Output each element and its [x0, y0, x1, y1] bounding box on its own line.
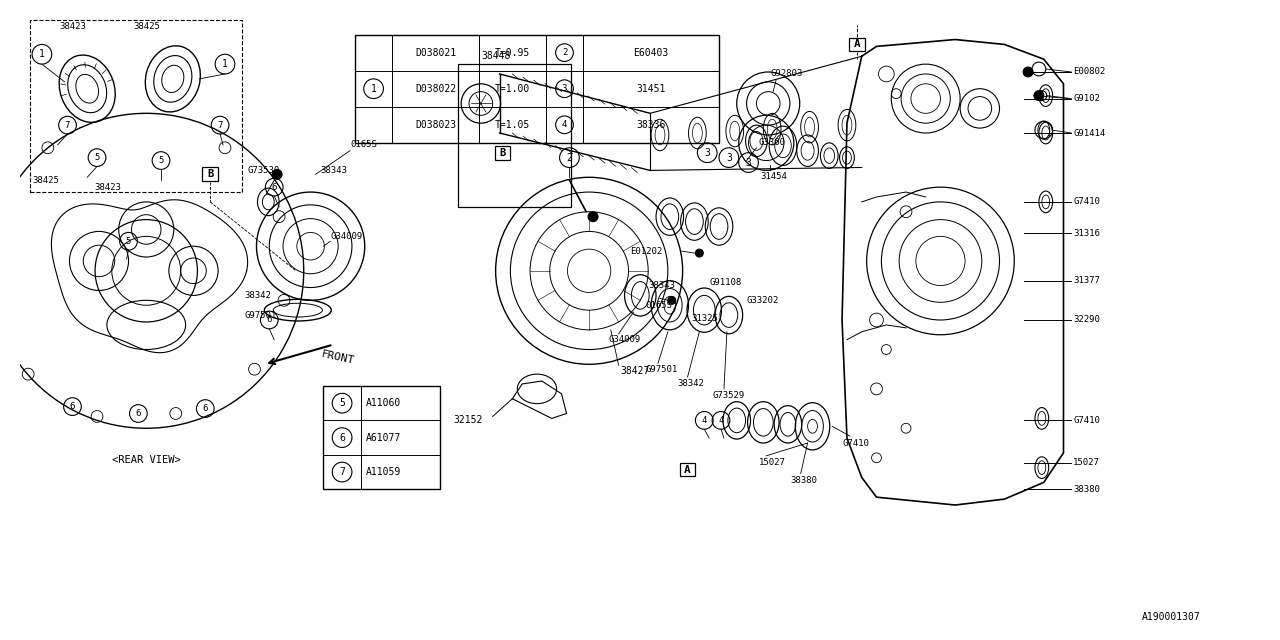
Text: 32152: 32152 — [453, 415, 483, 426]
Text: 6: 6 — [271, 182, 276, 191]
Bar — [494, 146, 511, 159]
Text: 1: 1 — [371, 84, 376, 93]
Text: 2: 2 — [567, 152, 572, 163]
Text: 5: 5 — [95, 153, 100, 162]
Circle shape — [1023, 67, 1033, 77]
Text: 38336: 38336 — [636, 120, 666, 130]
Text: FRONT: FRONT — [320, 349, 356, 366]
Text: 38343: 38343 — [648, 281, 675, 290]
Bar — [849, 38, 865, 51]
Text: 7: 7 — [218, 120, 223, 130]
Text: G91414: G91414 — [1074, 129, 1106, 138]
Text: E60403: E60403 — [634, 47, 668, 58]
Text: 31451: 31451 — [636, 84, 666, 93]
Text: 4: 4 — [701, 416, 707, 425]
Text: A190001307: A190001307 — [1142, 612, 1201, 622]
Bar — [202, 168, 218, 181]
Text: 31377: 31377 — [1074, 276, 1101, 285]
Text: 5: 5 — [159, 156, 164, 165]
Bar — [324, 386, 439, 489]
Text: G9102: G9102 — [1074, 94, 1101, 103]
Text: G3360: G3360 — [758, 138, 785, 147]
Text: G34009: G34009 — [609, 335, 641, 344]
Circle shape — [668, 296, 676, 304]
Text: G91108: G91108 — [709, 278, 741, 287]
Text: 3: 3 — [746, 157, 751, 168]
Text: 2: 2 — [562, 48, 567, 57]
Text: A11059: A11059 — [366, 467, 401, 477]
Text: 6: 6 — [266, 316, 271, 324]
Text: 38427: 38427 — [621, 366, 650, 376]
Text: 31316: 31316 — [1074, 229, 1101, 238]
Text: 38380: 38380 — [1074, 484, 1101, 494]
Bar — [680, 463, 695, 477]
Text: 6: 6 — [339, 433, 346, 443]
Text: G33202: G33202 — [746, 296, 778, 305]
Text: 6: 6 — [69, 402, 76, 411]
Text: D038021: D038021 — [415, 47, 456, 58]
Text: 4: 4 — [562, 120, 567, 129]
Text: 38343: 38343 — [320, 166, 347, 175]
Circle shape — [695, 249, 703, 257]
Circle shape — [1034, 91, 1043, 100]
Circle shape — [588, 212, 598, 221]
Text: T=0.95: T=0.95 — [495, 47, 530, 58]
Text: 1: 1 — [221, 59, 228, 69]
Text: 7: 7 — [339, 467, 346, 477]
Text: <REAR VIEW>: <REAR VIEW> — [111, 455, 180, 465]
Text: E00802: E00802 — [1074, 67, 1106, 77]
Text: 38448: 38448 — [481, 51, 511, 61]
Text: A: A — [854, 40, 860, 49]
Text: G7410: G7410 — [1074, 197, 1101, 207]
Text: B: B — [207, 170, 214, 179]
Text: 0165S: 0165S — [349, 140, 376, 149]
Bar — [355, 35, 719, 143]
Text: T=1.05: T=1.05 — [495, 120, 530, 130]
Text: 38423: 38423 — [95, 182, 122, 191]
Text: A61077: A61077 — [366, 433, 401, 443]
Text: 5: 5 — [339, 398, 346, 408]
Text: 5: 5 — [125, 237, 132, 246]
Text: 38423: 38423 — [60, 22, 87, 31]
Text: 7: 7 — [65, 120, 70, 130]
Text: 31325: 31325 — [691, 314, 718, 323]
Text: 6: 6 — [136, 409, 141, 418]
Text: 4: 4 — [718, 416, 723, 425]
Text: 31454: 31454 — [760, 172, 787, 181]
Text: 32290: 32290 — [1074, 316, 1101, 324]
Text: 3: 3 — [726, 152, 732, 163]
Text: 38380: 38380 — [790, 476, 817, 485]
Text: A11060: A11060 — [366, 398, 401, 408]
Text: G73529: G73529 — [712, 391, 745, 400]
Text: E01202: E01202 — [631, 246, 663, 255]
Text: 38342: 38342 — [244, 291, 271, 300]
Text: 15027: 15027 — [1074, 458, 1101, 467]
Bar — [31, 20, 242, 192]
Text: G97501: G97501 — [244, 310, 276, 319]
Text: D038023: D038023 — [415, 120, 456, 130]
Text: G97501: G97501 — [645, 365, 677, 374]
Text: 15027: 15027 — [758, 458, 785, 467]
Text: T=1.00: T=1.00 — [495, 84, 530, 93]
Text: 1: 1 — [38, 49, 45, 60]
Text: A: A — [685, 465, 691, 475]
Text: G92803: G92803 — [771, 70, 803, 79]
Text: 0165S: 0165S — [645, 301, 672, 310]
Bar — [458, 64, 571, 207]
Text: B: B — [499, 148, 506, 157]
Text: D038022: D038022 — [415, 84, 456, 93]
Text: 3: 3 — [704, 148, 710, 157]
Text: G7410: G7410 — [1074, 416, 1101, 425]
Text: G34009: G34009 — [330, 232, 362, 241]
Text: 38342: 38342 — [677, 380, 704, 388]
Text: 38425: 38425 — [133, 22, 160, 31]
Text: G73530: G73530 — [247, 166, 280, 175]
Text: G7410: G7410 — [842, 438, 869, 447]
Text: 6: 6 — [202, 404, 207, 413]
Text: 38425: 38425 — [32, 176, 59, 185]
Text: 3: 3 — [562, 84, 567, 93]
Circle shape — [273, 170, 282, 179]
